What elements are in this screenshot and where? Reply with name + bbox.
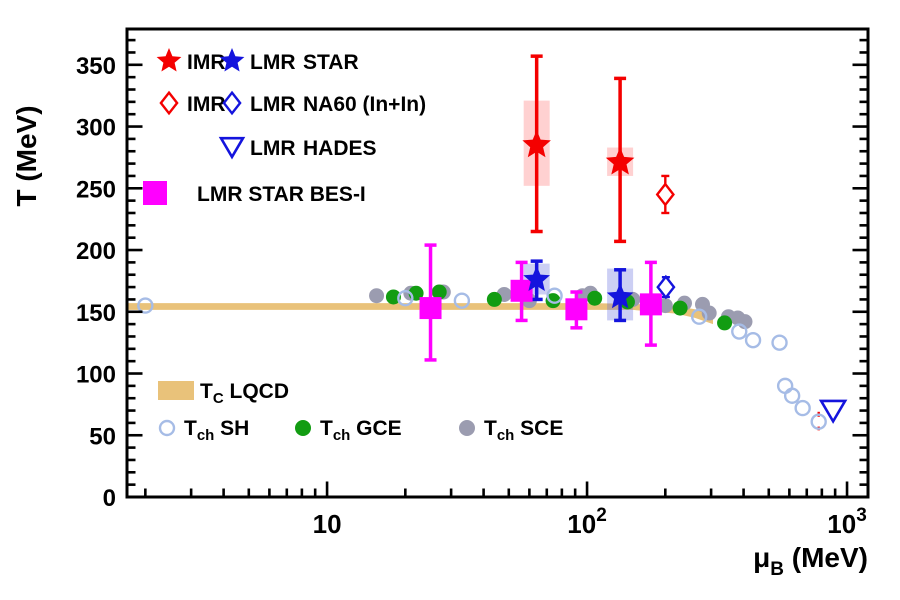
legend-lqcd-swatch	[158, 381, 194, 400]
legend-na60-experiment: NA60 (In+In)	[303, 93, 426, 116]
legend-star-experiment: STAR	[303, 51, 359, 74]
y-tick-label: 250	[76, 176, 116, 203]
legend-imr-diamond-label: IMR	[187, 93, 226, 116]
y-tick-label: 0	[103, 485, 116, 512]
tch-sh-point	[810, 413, 827, 430]
legend-lmr-star-label: LMR	[250, 51, 296, 74]
y-tick-label: 300	[76, 115, 116, 142]
legend-tch-gce-label: Tch GCE	[320, 417, 402, 444]
imr_star-marker	[522, 130, 551, 158]
y-tick-label: 150	[76, 300, 116, 327]
legend-imr-star-label: IMR	[187, 51, 226, 74]
legend-lmr-triangle-label: LMR	[250, 137, 296, 160]
axes-frame-and-ticks	[125, 27, 870, 499]
y-tick-label: 200	[76, 238, 116, 265]
x-axis-title: μB (MeV)	[753, 542, 868, 580]
lmr_bes-marker	[565, 298, 588, 321]
axis-titles: T (MeV) μB (MeV)	[11, 105, 868, 580]
legend-bes-square-icon	[143, 181, 167, 205]
x-tick-label: 103	[827, 505, 867, 539]
tch_gce-point	[587, 290, 603, 306]
tch-sh-point	[776, 377, 794, 395]
legend-lmr-triangle-icon	[218, 136, 246, 160]
legend-lmr-star-icon	[219, 48, 245, 72]
tch_gce-point	[486, 291, 502, 307]
tch_gce-point	[385, 289, 401, 305]
lmr_na60-marker	[656, 274, 676, 300]
legend-tc-lqcd-label: TC LQCD	[200, 380, 289, 407]
legend-lmr-diamond-icon	[222, 90, 242, 116]
tch-sh-point	[397, 289, 414, 307]
legend-measurements: IMR LMR STAR IMR LMR NA60 (In+In) LMR HA…	[143, 48, 426, 206]
legend-gce-circle-icon	[295, 420, 311, 436]
tch-sh-point	[783, 387, 801, 404]
y-axis-title: T (MeV)	[11, 105, 42, 206]
tch_gce-point	[431, 284, 447, 300]
legend-imr-diamond-icon	[159, 90, 179, 116]
x-tick-label: 10	[313, 509, 342, 539]
tch_gce-point	[545, 293, 561, 309]
lmr_bes-marker	[419, 297, 442, 320]
tch-sh-point	[794, 399, 811, 417]
tch_gce-point	[717, 315, 733, 331]
legend-tch-sce-label: Tch SCE	[484, 417, 563, 444]
legend-tch-sh-label: Tch SH	[184, 417, 249, 444]
lmr_bes-marker	[639, 293, 662, 316]
imr_na60-marker	[655, 182, 675, 207]
y-tick-label: 350	[76, 53, 116, 80]
lmr_hades-marker	[818, 399, 848, 424]
tch-sh-point	[691, 308, 708, 325]
legend-lmr-diamond-label: LMR	[250, 93, 296, 116]
y-tick-label: 100	[76, 362, 116, 389]
axis-tick-labels: 0 50 100 150 200 250 300 350 10 102 103	[76, 53, 867, 539]
legend-bes-label: LMR STAR BES-I	[197, 183, 366, 206]
lmr_star-marker	[523, 265, 550, 291]
legend-sce-circle-icon	[459, 420, 475, 436]
imr_star-marker	[605, 147, 635, 175]
tch_gce-point	[672, 300, 688, 316]
legend-imr-star-icon	[156, 48, 182, 72]
plot-frame	[125, 27, 870, 499]
legend-sh-circle-icon	[158, 419, 176, 437]
tch-sh-point	[137, 297, 154, 314]
tch_sce-point	[369, 288, 385, 304]
tch-sh-point	[453, 292, 471, 309]
dilepton-measurements-layer	[419, 54, 848, 424]
tch-sh-point	[731, 323, 748, 340]
lmr_bes-marker	[510, 279, 533, 302]
tch-sh-point	[546, 287, 563, 304]
legend-freezeout: TC LQCD Tch SH Tch GCE Tch SCE	[158, 380, 563, 444]
tch-sh-point	[744, 331, 762, 349]
lmr_star-marker	[606, 283, 634, 309]
y-tick-label: 50	[89, 423, 116, 450]
tch-sh-point	[771, 334, 788, 351]
freezeout-points-layer	[137, 284, 827, 431]
x-tick-label: 102	[567, 505, 607, 539]
legend-hades-experiment: HADES	[303, 137, 377, 160]
